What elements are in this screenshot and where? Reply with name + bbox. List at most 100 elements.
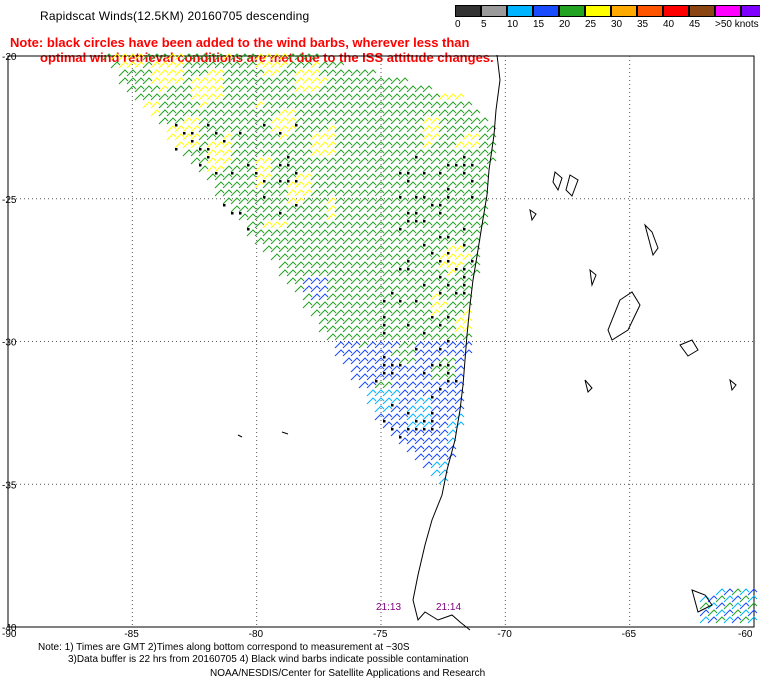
wind-barb	[715, 602, 726, 610]
wind-barb	[390, 197, 401, 205]
wind-barb	[254, 213, 265, 221]
contamination-dot	[463, 284, 466, 287]
wind-barb	[406, 389, 417, 397]
wind-barb	[446, 349, 457, 357]
wind-barb	[422, 197, 433, 205]
wind-barb	[278, 221, 289, 229]
wind-barb	[470, 133, 481, 141]
wind-barb	[430, 373, 441, 381]
wind-barb	[254, 189, 265, 197]
wind-barb	[715, 616, 726, 624]
contamination-dot	[463, 276, 466, 279]
wind-barb	[462, 333, 473, 341]
contamination-dot	[231, 212, 234, 215]
wind-barb	[222, 133, 233, 141]
wind-barb	[302, 69, 313, 77]
wind-barb	[414, 197, 425, 205]
legend-label: 40	[663, 19, 675, 30]
wind-barb	[414, 165, 425, 173]
wind-barb	[190, 101, 201, 109]
island-5	[679, 339, 699, 357]
wind-barb	[286, 125, 297, 133]
wind-barb	[350, 253, 361, 261]
wind-barb	[454, 317, 465, 325]
wind-barb	[390, 389, 401, 397]
wind-barb	[350, 93, 361, 101]
wind-barb	[406, 173, 417, 181]
wind-barb	[438, 245, 449, 253]
wind-barb	[238, 149, 249, 157]
wind-barb	[374, 125, 385, 133]
wind-barb	[454, 357, 465, 365]
wind-barb	[246, 53, 257, 61]
contamination-dot	[295, 124, 298, 127]
wind-barb	[182, 53, 193, 61]
wind-barb	[422, 445, 433, 453]
wind-barb	[190, 77, 201, 85]
axis-labels: -20-25-30-35-40-90 -85 -80 -75 -70 -65 -60	[2, 52, 753, 640]
wind-barb	[438, 317, 449, 325]
wind-barb	[382, 189, 393, 197]
wind-barb	[270, 85, 281, 93]
wind-barb	[254, 157, 265, 165]
contamination-dot	[383, 364, 386, 367]
wind-barb	[294, 253, 305, 261]
wind-barb	[374, 333, 385, 341]
wind-barb	[254, 181, 265, 189]
wind-barb	[294, 85, 305, 93]
lon-label: -70	[497, 629, 512, 640]
wind-barb	[366, 357, 377, 365]
wind-barb	[430, 157, 441, 165]
wind-barb	[142, 61, 153, 69]
wind-barb	[422, 453, 433, 461]
wind-barb	[470, 157, 481, 165]
contamination-dot	[383, 332, 386, 335]
wind-barb	[142, 77, 153, 85]
wind-barb	[422, 277, 433, 285]
wind-barb	[366, 341, 377, 349]
wind-barb	[342, 301, 353, 309]
wind-barb	[110, 61, 121, 69]
wind-barb	[358, 381, 369, 389]
wind-barb	[310, 285, 321, 293]
wind-barb	[310, 149, 321, 157]
wind-barb	[358, 77, 369, 85]
wind-barb	[414, 229, 425, 237]
wind-barb	[302, 293, 313, 301]
wind-barb	[366, 85, 377, 93]
wind-barb	[478, 205, 489, 213]
wind-barb	[246, 61, 257, 69]
wind-barb	[294, 157, 305, 165]
wind-barb	[214, 77, 225, 85]
wind-barb	[374, 245, 385, 253]
wind-barb	[446, 285, 457, 293]
wind-barb	[238, 61, 249, 69]
wind-barb	[478, 149, 489, 157]
wind-barb	[446, 269, 457, 277]
wind-barb	[310, 261, 321, 269]
wind-barb	[406, 309, 417, 317]
wind-barb	[446, 381, 457, 389]
wind-barb	[318, 237, 329, 245]
wind-barb	[270, 245, 281, 253]
wind-barb	[438, 117, 449, 125]
wind-barb	[438, 373, 449, 381]
wind-barb	[446, 173, 457, 181]
wind-barb	[438, 253, 449, 261]
wind-barb	[390, 381, 401, 389]
wind-barb	[270, 173, 281, 181]
wind-barb	[358, 349, 369, 357]
wind-barb	[406, 421, 417, 429]
wind-barb	[430, 301, 441, 309]
wind-barb	[478, 141, 489, 149]
wind-barb	[350, 117, 361, 125]
wind-barb	[318, 157, 329, 165]
wind-barb	[422, 365, 433, 373]
wind-barb	[430, 413, 441, 421]
wind-barb	[198, 61, 209, 69]
wind-barb	[438, 213, 449, 221]
wind-barb	[414, 93, 425, 101]
legend-swatches	[455, 5, 760, 17]
wind-barb	[238, 165, 249, 173]
wind-barb	[739, 609, 750, 617]
